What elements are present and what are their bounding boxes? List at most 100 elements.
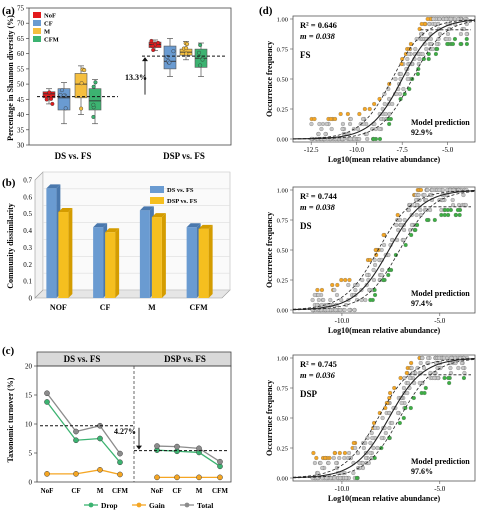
box-point [150, 44, 155, 49]
scatter-point [407, 86, 412, 92]
scatter-point [447, 380, 452, 386]
legend-swatch-NoF [33, 12, 41, 18]
bar-top [46, 184, 61, 189]
panel-a-group-1: DS vs. FS [55, 151, 92, 161]
scatter-point [335, 282, 340, 288]
scatter-point [311, 450, 316, 456]
scatter-point [372, 101, 377, 107]
scatter-point [462, 370, 467, 376]
scatter-point [381, 277, 386, 283]
scatter-point [425, 355, 431, 361]
legend-marker [88, 502, 94, 508]
legend-label: Gain [149, 501, 166, 510]
scatter-point [406, 51, 411, 57]
box-M [74, 73, 88, 99]
scatter-point [393, 252, 398, 258]
scatter-point [348, 136, 353, 142]
prediction-value: 97.6% [411, 467, 433, 476]
scatter-point [435, 46, 440, 52]
y-tick-label: 0.00 [277, 308, 288, 315]
bar-CFM-1 [198, 228, 209, 298]
scatter-point [371, 277, 376, 283]
series-point-Drop [117, 459, 123, 466]
scatter-point [387, 435, 392, 441]
scatter-point [352, 136, 357, 142]
confidence-lower [292, 359, 476, 479]
series-point-Gain [174, 474, 180, 481]
scatter-point [368, 297, 373, 303]
scatter-point [379, 435, 384, 441]
scatter-point [453, 212, 458, 218]
y-tick-label: 55 [17, 65, 25, 73]
y-tick-label: 0.00 [277, 476, 288, 483]
prediction-value: 97.4% [411, 299, 433, 308]
model-fit-line [292, 358, 476, 479]
scatter-point [353, 445, 358, 451]
panel-c-annotation: 4.27% [114, 427, 136, 436]
scatter-point [405, 76, 410, 82]
scatter-point [368, 450, 373, 456]
legend-label: DS vs. FS [167, 187, 194, 194]
series-point-Drop [73, 437, 79, 444]
x-tick-label: M [97, 487, 104, 495]
y-tick-label: 0.1 [23, 278, 32, 286]
scatter-point [461, 375, 466, 381]
box-point [79, 81, 84, 86]
scatter-point [399, 400, 404, 406]
scatter-point [316, 297, 321, 303]
scatter-point [357, 136, 362, 142]
scatter-point [424, 46, 429, 52]
scatter-point [426, 51, 431, 57]
y-tick-label: 0.25 [277, 446, 288, 453]
scatter-point [405, 71, 410, 77]
scatter-point [379, 116, 384, 122]
y-tick-label: 0.50 [277, 77, 288, 84]
scatter-point [354, 475, 359, 481]
scatter-point [371, 445, 376, 451]
bar-side [161, 213, 166, 298]
scatter-point [436, 21, 441, 27]
scatter-point [464, 31, 469, 37]
series-point-Gain [44, 471, 50, 477]
subplot-label: DSP [300, 389, 318, 399]
scatter-point [419, 21, 424, 27]
scatter-point [346, 450, 352, 456]
scatter-point [316, 292, 321, 298]
scatter-point [351, 440, 356, 446]
scatter-point [401, 385, 406, 391]
scatter-point [464, 41, 469, 47]
x-tick-label: -5.0 [434, 317, 446, 325]
scatter-point [402, 217, 407, 223]
y-tick-label: 10 [25, 421, 33, 429]
box-point [79, 106, 84, 111]
scatter-point [386, 86, 391, 92]
scatter-point [414, 36, 419, 42]
scatter-point [463, 202, 468, 208]
scatter-point [422, 192, 427, 198]
x-tick-label: -5.0 [434, 485, 446, 493]
scatter-point [461, 26, 467, 32]
scatter-point [427, 21, 432, 27]
legend-swatch [150, 186, 164, 193]
legend-marker [184, 502, 190, 508]
x-tick-label: -10.0 [335, 485, 350, 493]
scatter-point [363, 455, 368, 461]
panel-b-ylabel: Community dissimilarity [6, 203, 15, 289]
bar-top [58, 208, 73, 213]
box-point [151, 47, 156, 52]
y-tick-label: 0.3 [23, 244, 32, 252]
box-point [149, 38, 154, 43]
scatter-point [348, 121, 353, 127]
x-tick-label: M [196, 487, 203, 495]
scatter-point [430, 46, 435, 52]
bar-CFM-0 [186, 227, 197, 298]
scatter-point [387, 425, 392, 431]
scatter-point [406, 207, 411, 213]
series-point-Gain [97, 466, 103, 473]
scatter-point [379, 272, 384, 278]
y-tick-label: 70 [17, 20, 25, 28]
scatter-point [402, 375, 407, 381]
y-tick-label: 0.7 [23, 177, 32, 185]
series-point-Total [217, 458, 223, 465]
